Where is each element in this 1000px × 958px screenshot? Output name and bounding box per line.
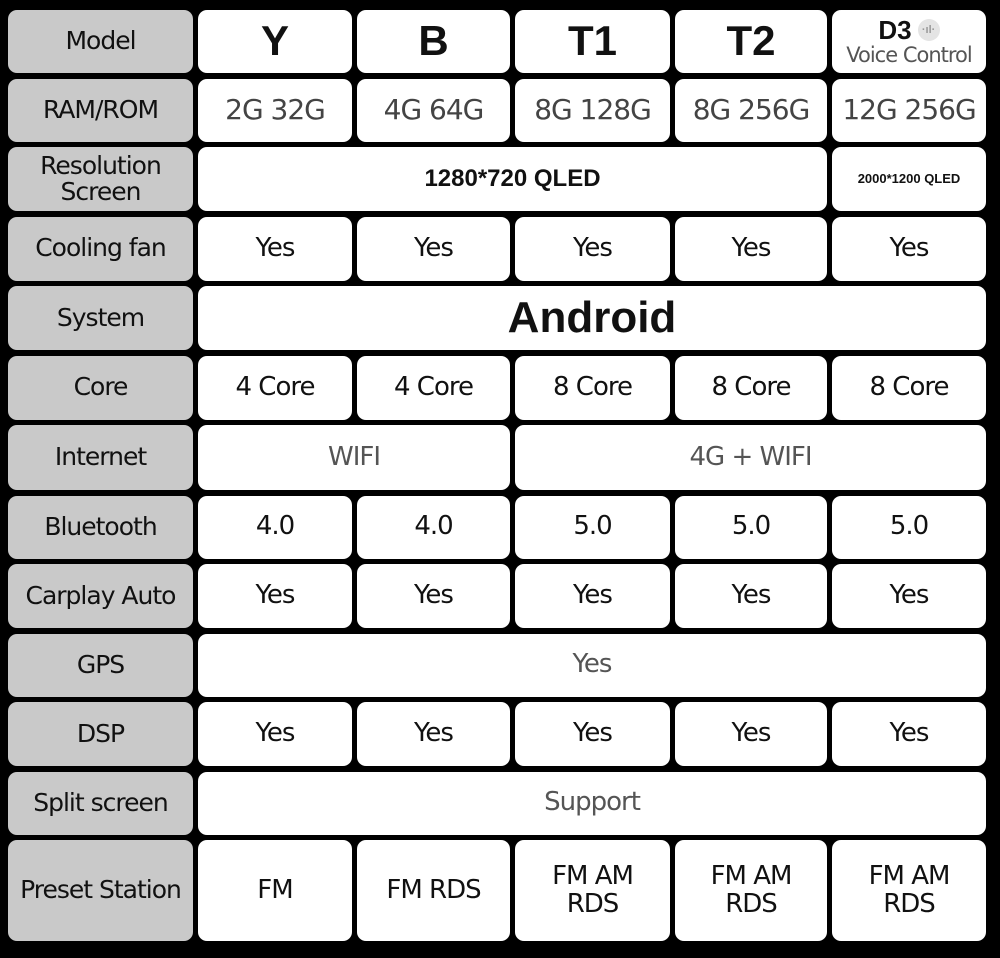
bluetooth-value: 5.0 xyxy=(675,495,827,559)
row-label-system: System xyxy=(8,286,193,350)
core-value: 4 Core xyxy=(357,355,510,420)
ram-rom-value: 8G 256G xyxy=(675,78,827,142)
dsp-value: Yes xyxy=(515,702,670,766)
dsp-value: Yes xyxy=(198,702,352,766)
row-label-bluetooth: Bluetooth xyxy=(8,495,193,559)
internet-value: 4G + WIFI xyxy=(515,425,986,490)
dsp-value: Yes xyxy=(357,702,510,766)
row-label-internet: Internet xyxy=(8,425,193,490)
row-label-gps: GPS xyxy=(8,633,193,697)
bluetooth-value: 5.0 xyxy=(832,495,986,559)
carplay-auto-value: Yes xyxy=(357,564,510,628)
preset-station-value: FM xyxy=(198,840,352,941)
preset-station-value: FM RDS xyxy=(357,840,510,941)
ram-rom-value: 12G 256G xyxy=(832,78,986,142)
bluetooth-value: 4.0 xyxy=(357,495,510,559)
model-value: T1 xyxy=(515,10,670,73)
carplay-auto-value: Yes xyxy=(832,564,986,628)
row-label-preset-station: Preset Station xyxy=(8,840,193,941)
carplay-auto-value: Yes xyxy=(515,564,670,628)
resolution-screen-value: 2000*1200 QLED xyxy=(832,147,986,211)
preset-station-value: FM AM RDS xyxy=(515,840,670,941)
cooling-fan-value: Yes xyxy=(675,216,827,281)
internet-value: WIFI xyxy=(198,425,510,490)
dsp-value: Yes xyxy=(832,702,986,766)
ram-rom-value: 4G 64G xyxy=(357,78,510,142)
carplay-auto-value: Yes xyxy=(198,564,352,628)
core-value: 4 Core xyxy=(198,355,352,420)
row-label-model: Model xyxy=(8,10,193,73)
model-subtitle: Voice Control xyxy=(846,43,972,68)
voice-wave-icon: ·ıl· xyxy=(917,19,940,42)
model-name-text: D3 xyxy=(878,14,912,45)
core-value: 8 Core xyxy=(832,355,986,420)
ram-rom-value: 2G 32G xyxy=(198,78,352,142)
core-value: 8 Core xyxy=(675,355,827,420)
dsp-value: Yes xyxy=(675,702,827,766)
cooling-fan-value: Yes xyxy=(198,216,352,281)
row-label-core: Core xyxy=(8,355,193,420)
core-value: 8 Core xyxy=(515,355,670,420)
bluetooth-value: 5.0 xyxy=(515,495,670,559)
row-label-resolution-screen: Resolution Screen xyxy=(8,147,193,211)
resolution-screen-value: 1280*720 QLED xyxy=(198,147,827,211)
bluetooth-value: 4.0 xyxy=(198,495,352,559)
split-screen-value: Support xyxy=(198,771,986,835)
model-value: B xyxy=(357,10,510,73)
model-value: D3 ·ıl· Voice Control xyxy=(832,10,986,73)
row-label-carplay-auto: Carplay Auto xyxy=(8,564,193,628)
gps-value: Yes xyxy=(198,633,986,697)
model-value: Y xyxy=(198,10,352,73)
carplay-auto-value: Yes xyxy=(675,564,827,628)
cooling-fan-value: Yes xyxy=(832,216,986,281)
row-label-split-screen: Split screen xyxy=(8,771,193,835)
preset-station-value: FM AM RDS xyxy=(832,840,986,941)
cooling-fan-value: Yes xyxy=(515,216,670,281)
model-name: D3 ·ıl· xyxy=(878,14,940,45)
ram-rom-value: 8G 128G xyxy=(515,78,670,142)
preset-station-value: FM AM RDS xyxy=(675,840,827,941)
row-label-ram-rom: RAM/ROM xyxy=(8,78,193,142)
row-label-cooling-fan: Cooling fan xyxy=(8,216,193,281)
row-label-dsp: DSP xyxy=(8,702,193,766)
model-value: T2 xyxy=(675,10,827,73)
cooling-fan-value: Yes xyxy=(357,216,510,281)
spec-comparison-table: Model Y B T1 T2 D3 ·ıl· Voice Control RAM/ROM 2G … xyxy=(8,10,986,941)
system-value: Android xyxy=(198,286,986,350)
